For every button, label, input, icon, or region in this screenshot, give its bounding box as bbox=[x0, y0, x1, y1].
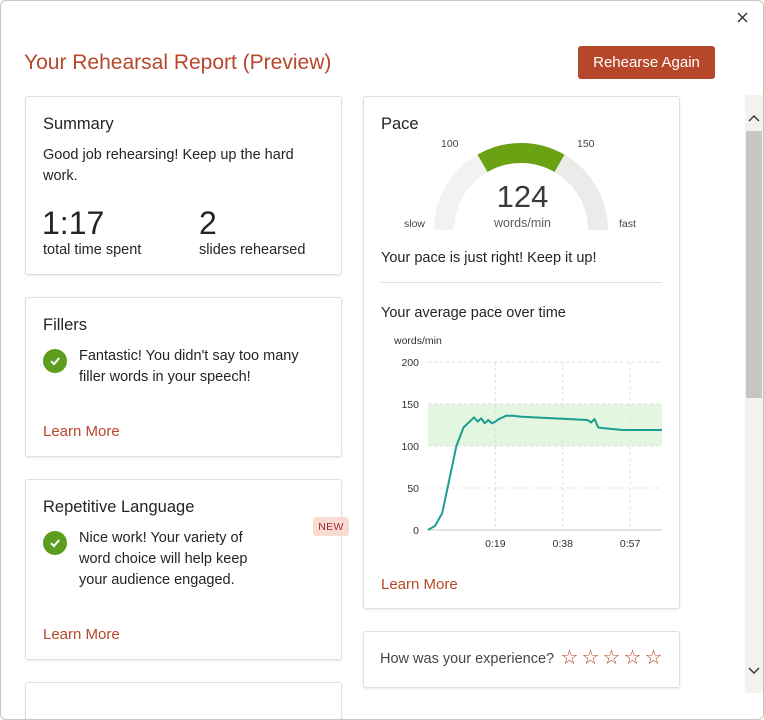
summary-title: Summary bbox=[43, 115, 114, 133]
checkmark-icon bbox=[43, 531, 67, 555]
y-tick-label: 200 bbox=[401, 357, 419, 369]
repetitive-message-line3: your audience engaged. bbox=[79, 572, 235, 588]
scroll-down-button[interactable] bbox=[745, 662, 763, 680]
pace-learn-more-link[interactable]: Learn More bbox=[381, 576, 458, 593]
x-tick-label: 0:19 bbox=[485, 538, 506, 550]
x-tick-label: 0:38 bbox=[553, 538, 574, 550]
fillers-card: Fillers Fantastic! You didn't say too ma… bbox=[25, 297, 342, 457]
summary-card: Summary Good job rehearsing! Keep up the… bbox=[25, 96, 342, 275]
star-icon[interactable]: ☆ bbox=[602, 647, 621, 669]
pace-message: Your pace is just right! Keep it up! bbox=[381, 250, 597, 266]
close-icon bbox=[737, 12, 747, 22]
y-axis-label: words/min bbox=[394, 335, 442, 347]
y-tick-label: 0 bbox=[413, 525, 419, 537]
total-time-label: total time spent bbox=[43, 242, 142, 258]
slides-rehearsed-value: 2 bbox=[199, 205, 217, 241]
divider bbox=[381, 282, 662, 283]
gauge-label-slow: slow bbox=[404, 218, 426, 230]
next-card-partial bbox=[25, 682, 342, 719]
slides-rehearsed-label: slides rehearsed bbox=[199, 242, 306, 258]
scrollbar-thumb[interactable] bbox=[746, 131, 762, 398]
fillers-message-line2: filler words in your speech! bbox=[79, 369, 251, 385]
pace-chart-title: Your average pace over time bbox=[381, 305, 566, 321]
pace-series-line bbox=[427, 414, 662, 531]
fillers-message-line1: Fantastic! You didn't say too many bbox=[79, 348, 299, 364]
rehearse-again-button[interactable]: Rehearse Again bbox=[578, 46, 715, 79]
star-icon[interactable]: ☆ bbox=[644, 647, 663, 669]
summary-message-line1: Good job rehearsing! Keep up the hard bbox=[43, 147, 294, 163]
dialog-title: Your Rehearsal Report (Preview) bbox=[24, 51, 332, 74]
fillers-title: Fillers bbox=[43, 316, 87, 334]
close-button[interactable] bbox=[731, 6, 753, 28]
gauge-label-150: 150 bbox=[577, 138, 595, 150]
x-tick-label: 0:57 bbox=[620, 538, 641, 550]
star-icon[interactable]: ☆ bbox=[581, 647, 600, 669]
pace-line-chart: 200 150 100 50 0 0:19 0:38 0:57 bbox=[401, 357, 662, 550]
gauge-target-zone bbox=[477, 143, 565, 173]
rating-question: How was your experience? bbox=[380, 651, 555, 667]
gauge-slow-zone bbox=[434, 154, 488, 231]
pace-card: Pace 100 150 slow fast 124 words/min You… bbox=[363, 96, 680, 609]
total-time-value: 1:17 bbox=[42, 205, 105, 241]
y-tick-label: 150 bbox=[401, 399, 419, 411]
gauge-value: 124 bbox=[496, 179, 549, 214]
star-icon[interactable]: ☆ bbox=[560, 647, 579, 669]
repetitive-message-line2: word choice will help keep bbox=[79, 551, 248, 567]
pace-title: Pace bbox=[381, 115, 419, 133]
new-badge: NEW bbox=[313, 517, 349, 536]
chevron-up-icon bbox=[748, 115, 760, 122]
repetitive-language-card: Repetitive Language NEW Nice work! Your … bbox=[25, 479, 349, 660]
gauge-label-fast: fast bbox=[619, 218, 636, 230]
pace-gauge bbox=[434, 143, 608, 231]
repetitive-message-line1: Nice work! Your variety of bbox=[79, 530, 243, 546]
y-tick-label: 100 bbox=[401, 441, 419, 453]
star-rating: ☆ ☆ ☆ ☆ ☆ bbox=[560, 647, 663, 669]
gauge-label-100: 100 bbox=[441, 138, 459, 150]
checkmark-icon bbox=[43, 349, 67, 373]
summary-message-line2: work. bbox=[43, 168, 78, 184]
experience-rating-card: How was your experience? ☆ ☆ ☆ ☆ ☆ bbox=[363, 631, 680, 688]
y-tick-label: 50 bbox=[407, 483, 419, 495]
fillers-learn-more-link[interactable]: Learn More bbox=[43, 423, 120, 440]
target-pace-band bbox=[428, 404, 662, 446]
chevron-down-icon bbox=[748, 667, 760, 674]
scroll-up-button[interactable] bbox=[745, 109, 763, 127]
star-icon[interactable]: ☆ bbox=[623, 647, 642, 669]
repetitive-language-title: Repetitive Language bbox=[43, 498, 195, 516]
gauge-unit: words/min bbox=[494, 216, 551, 230]
repetitive-learn-more-link[interactable]: Learn More bbox=[43, 626, 120, 643]
